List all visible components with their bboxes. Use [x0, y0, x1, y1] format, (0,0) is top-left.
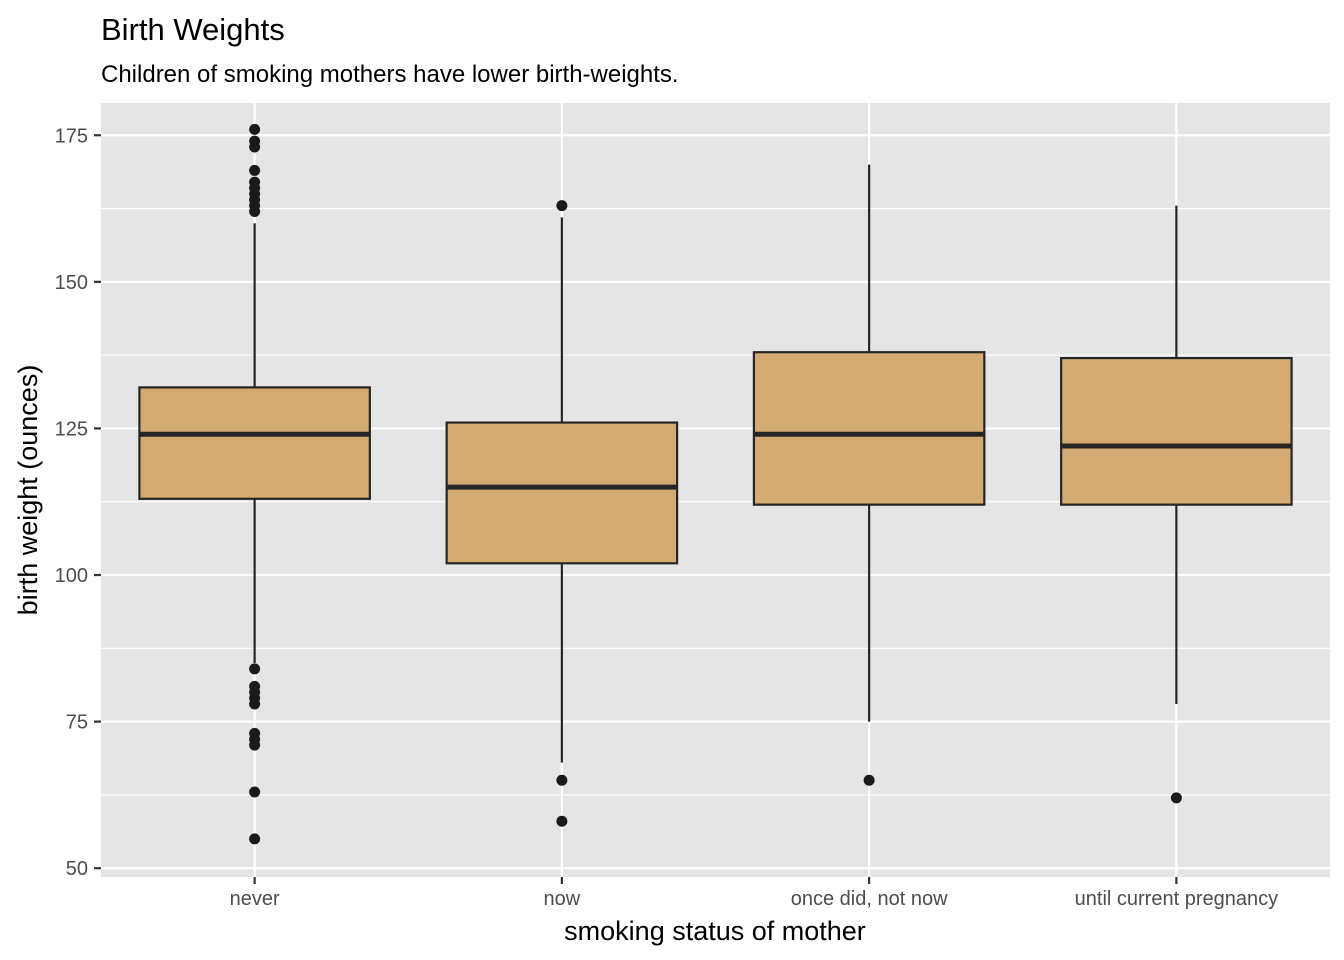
y-tick-label: 75 — [66, 712, 88, 734]
outlier-point — [249, 739, 261, 751]
box-iqr — [752, 351, 986, 506]
y-tick-label: 125 — [55, 418, 88, 440]
box-group — [138, 123, 371, 845]
outlier-point — [249, 141, 261, 153]
outlier-point — [249, 786, 261, 798]
y-tick-label: 100 — [55, 565, 88, 587]
box-iqr — [445, 421, 679, 565]
y-tick-label: 150 — [55, 272, 88, 294]
y-tick-label: 175 — [55, 125, 88, 147]
outlier-point — [249, 205, 261, 217]
outlier-point — [249, 698, 261, 710]
outlier-point — [249, 123, 261, 135]
x-axis-title: smoking status of mother — [564, 916, 866, 946]
outlier-point — [1170, 792, 1182, 804]
x-tick-label: once did, not now — [791, 888, 948, 910]
outlier-point — [556, 815, 568, 827]
box-iqr — [138, 386, 371, 500]
axes: 50 75 100 125 150 175 never now once did, not no… — [55, 125, 1278, 910]
y-axis-title: birth weight (ounces) — [13, 365, 43, 616]
box-group — [752, 164, 986, 786]
outlier-point — [863, 774, 875, 786]
box-group — [445, 200, 679, 827]
boxes — [138, 123, 1293, 845]
x-tick-label: never — [230, 888, 280, 910]
outlier-point — [249, 833, 261, 845]
chart-subtitle: Children of smoking mothers have lower b… — [101, 61, 679, 88]
box-group — [1060, 205, 1293, 804]
chart-title: Birth Weights — [101, 12, 285, 47]
outlier-point — [249, 663, 261, 675]
outlier-point — [556, 200, 568, 212]
x-tick-label: until current pregnancy — [1075, 888, 1278, 910]
outlier-point — [249, 164, 261, 176]
box-iqr — [1060, 356, 1293, 506]
x-tick-label: now — [544, 888, 581, 910]
y-tick-label: 50 — [66, 858, 88, 880]
outlier-point — [556, 774, 568, 786]
